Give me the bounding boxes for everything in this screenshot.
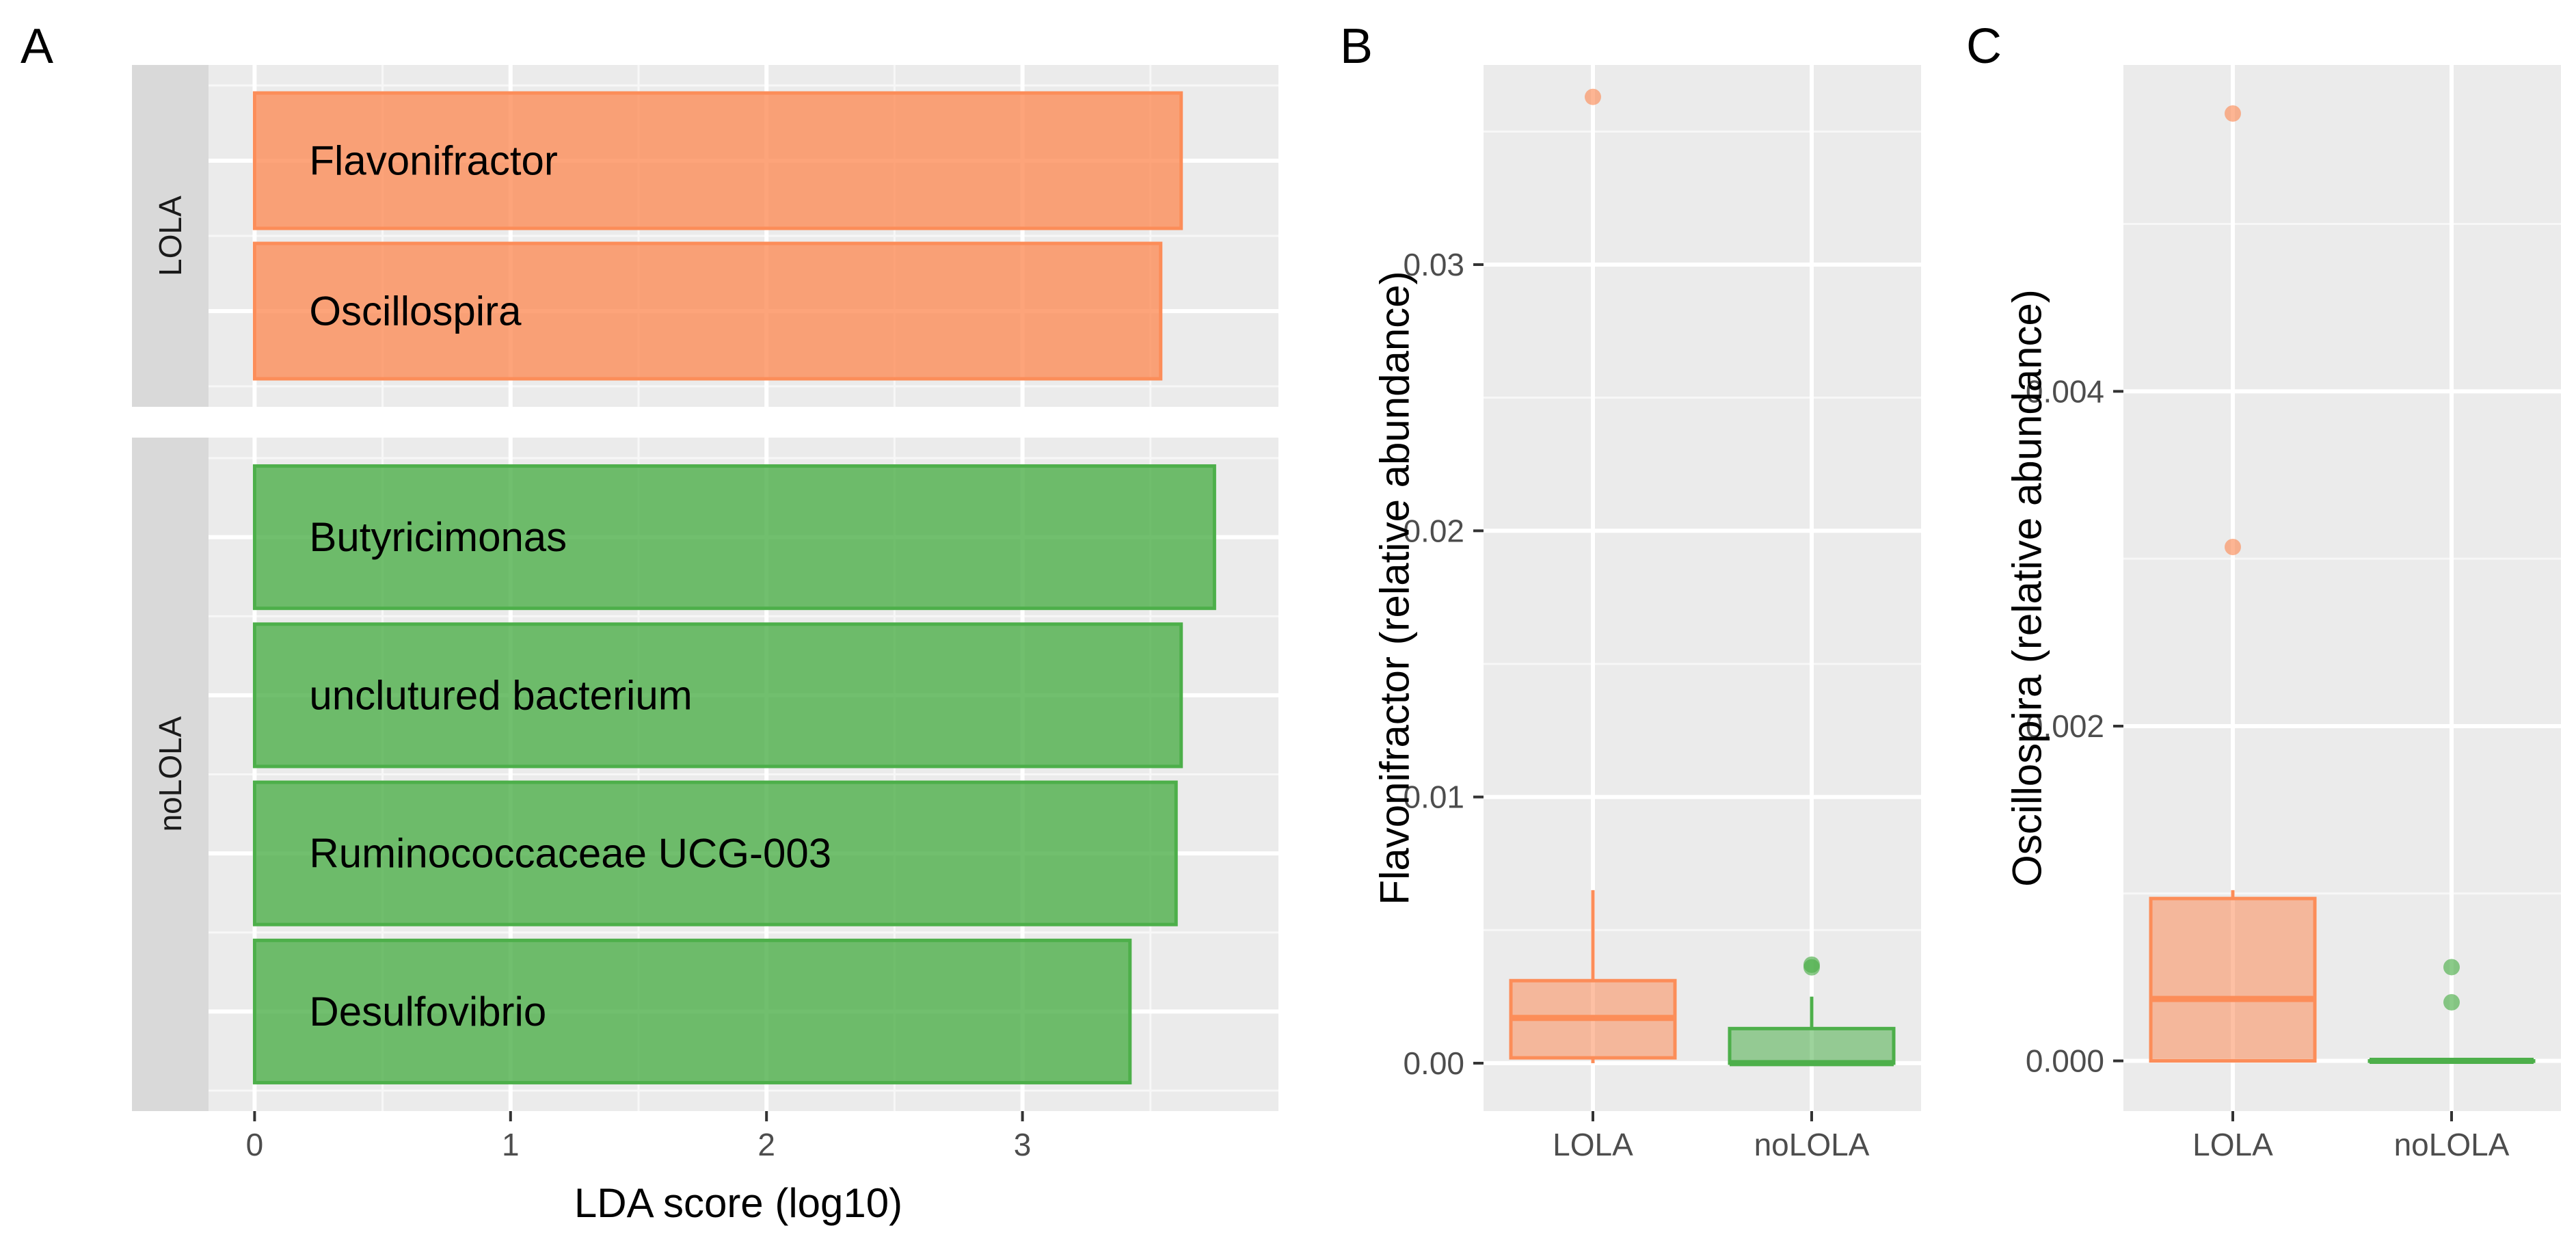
y-tick-label: 0.01 <box>1403 779 1464 815</box>
bar-desulfovibrio <box>252 938 1132 1084</box>
x-tick-label: 1 <box>502 1127 520 1162</box>
y-tick-label: 0.03 <box>1403 247 1464 282</box>
x-tick-label-lola: LOLA <box>2192 1127 2273 1162</box>
y-axis-title-flavonifractor: Flavonifractor (relative abundance) <box>1372 271 1418 905</box>
bar-ruminococcaceae-ucg-003 <box>252 780 1178 926</box>
outlier-point-lola <box>2225 105 2241 122</box>
box-lola <box>2149 896 2317 1063</box>
plot-panel-b <box>1484 65 1921 1111</box>
bar-butyricimonas <box>252 464 1216 611</box>
facet-label-nolola: noLOLA <box>152 716 188 831</box>
bar-label-unclutured-bacterium: unclutured bacterium <box>309 672 692 718</box>
facet-strip-lola <box>132 65 209 407</box>
box-nolola <box>1728 1026 1896 1065</box>
panel-a-lda-chart: LOLA noLOLA Flavonifractor Oscillospira Bu… <box>132 65 1278 1226</box>
y-axis-title-oscillospira: Oscillospira (relative abundance) <box>2004 289 2050 887</box>
x-tick-label: 0 <box>246 1127 264 1162</box>
bar-oscillospira <box>252 241 1163 381</box>
x-tick-label-lola: LOLA <box>1553 1127 1633 1162</box>
outlier-point-lola <box>2225 539 2241 556</box>
x-tick-label: 3 <box>1014 1127 1032 1162</box>
y-tick-label: 0.02 <box>1403 513 1464 548</box>
x-tick-label: 2 <box>757 1127 775 1162</box>
y-tick-label: 0.000 <box>2026 1043 2104 1079</box>
panel-c-tag: C <box>1966 19 2002 74</box>
outlier-point-nolola <box>2443 959 2460 976</box>
facet-strip-nolola <box>132 438 209 1111</box>
outlier-point-nolola <box>1803 956 1820 973</box>
bar-flavonifractor <box>252 91 1183 230</box>
bar-label-oscillospira: Oscillospira <box>309 289 522 334</box>
panel-b-flavonifractor-boxplot: 0.00 0.01 0.02 0.03 LOLA noLOLA Flavonifracto… <box>1372 65 1921 1162</box>
outlier-point-nolola <box>2443 993 2460 1011</box>
y-tick-label: 0.004 <box>2026 373 2104 409</box>
x-axis-title-lda: LDA score (log10) <box>574 1180 902 1226</box>
bar-label-flavonifractor: Flavonifractor <box>309 138 557 184</box>
x-tick-label-nolola: noLOLA <box>1754 1127 1870 1162</box>
facet-label-lola: LOLA <box>152 196 188 276</box>
bar-label-ruminococcaceae-ucg-003: Ruminococcaceae UCG-003 <box>309 831 831 877</box>
bar-label-butyricimonas: Butyricimonas <box>309 514 567 560</box>
bar-label-desulfovibrio: Desulfovibrio <box>309 989 546 1035</box>
y-tick-label: 0.002 <box>2026 708 2104 744</box>
bar-unclutured-bacterium <box>252 622 1183 769</box>
y-tick-label: 0.00 <box>1403 1045 1464 1081</box>
panel-b-tag: B <box>1340 19 1373 74</box>
panel-c-oscillospira-boxplot: 0.000 0.002 0.004 LOLA noLOLA Oscillospira (… <box>2004 65 2561 1162</box>
x-tick-label-nolola: noLOLA <box>2394 1127 2510 1162</box>
outlier-point-lola <box>1585 88 1601 105</box>
panel-a-tag: A <box>21 19 53 74</box>
